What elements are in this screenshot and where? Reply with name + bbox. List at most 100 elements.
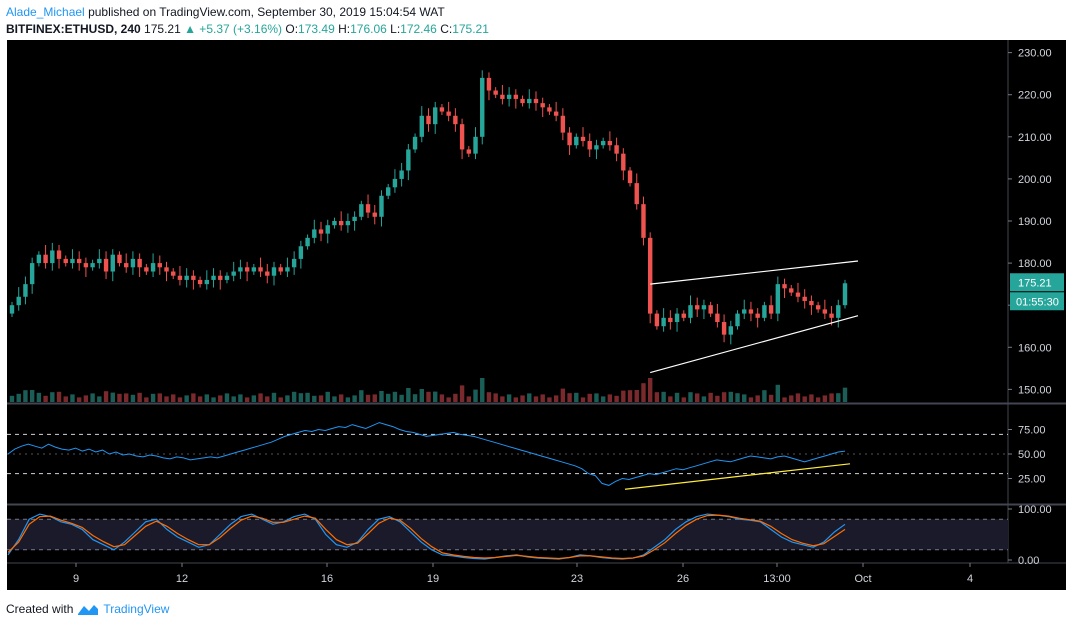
candle-body [480, 77, 485, 137]
volume-bar [29, 390, 35, 402]
tradingview-brand[interactable]: TradingView [103, 602, 170, 616]
volume-bar [399, 394, 404, 402]
candle-body [513, 94, 519, 99]
volume-bar [9, 395, 15, 402]
volume-bar [238, 394, 243, 402]
high-value: 176.06 [350, 22, 387, 36]
candle-body [352, 216, 357, 221]
price-tick-label: 150.00 [1018, 384, 1052, 396]
volume-bar [527, 393, 532, 402]
volume-bar [721, 392, 727, 402]
candle-body [177, 275, 183, 280]
volume-bar [224, 393, 230, 402]
timer-badge [1010, 292, 1064, 311]
candle-body [735, 313, 740, 327]
volume-bar [103, 391, 109, 402]
volume-bar [392, 391, 398, 402]
volume-bar [587, 393, 592, 402]
volume-bar [641, 383, 646, 402]
volume-bar [674, 392, 680, 402]
rsi-trend-line [624, 463, 851, 490]
volume-bar [97, 396, 102, 402]
candle-body [63, 258, 68, 264]
volume-bar [695, 393, 700, 402]
candle-body [594, 145, 599, 150]
candle-body [157, 263, 162, 268]
candle-body [721, 322, 727, 335]
author-link[interactable]: Alade_Michael [6, 5, 85, 19]
candle-body [506, 94, 512, 99]
volume-bar [789, 395, 794, 402]
candle-body [412, 136, 418, 150]
candle-body [762, 305, 767, 318]
candle-body [789, 288, 794, 293]
volume-bar [782, 397, 787, 402]
volume-bar [231, 396, 236, 402]
volume-bar [265, 396, 270, 402]
candle-body [587, 141, 592, 150]
volume-bar [244, 397, 250, 402]
volume-bar [513, 397, 519, 402]
volume-bar [594, 393, 599, 402]
volume-bar [480, 378, 485, 402]
candle-body [124, 263, 129, 268]
chart-header: Alade_Michael published on TradingView.c… [6, 4, 1066, 38]
tradingview-logo-icon [78, 605, 99, 615]
volume-bar [318, 395, 324, 402]
open-value: 173.49 [298, 22, 335, 36]
candle-body [265, 271, 270, 276]
candle-body [379, 195, 384, 217]
volume-bar [836, 393, 841, 402]
volume-bar [473, 389, 478, 402]
candle-body [433, 107, 438, 125]
volume-bar [291, 391, 297, 402]
volume-bar [124, 393, 129, 402]
candle-body [701, 305, 707, 310]
volume-bar [842, 387, 848, 402]
volume-bar [681, 397, 686, 402]
candle-body [600, 141, 606, 146]
volume-bar [137, 392, 142, 402]
symbol-label: BITFINEX:ETHUSD, 240 [6, 22, 141, 36]
candle-body [278, 267, 283, 272]
candle-body [822, 309, 828, 314]
volume-bar [379, 391, 384, 402]
volume-bar [90, 393, 95, 402]
candle-body [426, 115, 431, 125]
candle-body [540, 103, 545, 108]
volume-bar [614, 395, 619, 402]
candle-body [399, 170, 404, 179]
candle-body [218, 275, 223, 280]
candle-body [809, 300, 814, 306]
candle-body [130, 258, 136, 268]
volume-bar [352, 395, 357, 402]
volume-bar [63, 396, 68, 402]
price-tick-label: 220.00 [1018, 90, 1052, 102]
volume-bar [338, 394, 344, 402]
volume-bar [197, 396, 203, 402]
candle-body [312, 229, 317, 238]
volume-bar [144, 397, 149, 402]
candle-body [647, 237, 653, 314]
candle-body [50, 250, 55, 264]
volume-bar [768, 394, 774, 402]
volume-bar [735, 393, 740, 402]
candle-body [271, 267, 277, 276]
candle-body [23, 284, 28, 297]
candle-body [197, 279, 203, 285]
candle-body [184, 275, 189, 280]
candle-body [318, 229, 324, 234]
volume-bar [150, 393, 156, 402]
volume-bar [56, 391, 62, 402]
volume-bar [110, 392, 115, 402]
candle-body [171, 271, 176, 276]
candle-body [466, 149, 472, 154]
volume-bar [459, 385, 465, 402]
candle-body [137, 258, 142, 268]
candle-body [439, 107, 445, 112]
candle-body [36, 254, 42, 264]
time-tick-label: 23 [571, 573, 583, 585]
candle-body [97, 258, 102, 264]
candle-body [829, 313, 834, 318]
